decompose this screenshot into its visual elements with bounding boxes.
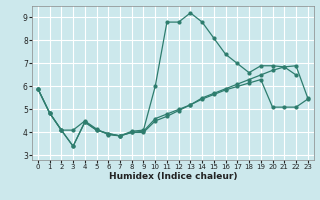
X-axis label: Humidex (Indice chaleur): Humidex (Indice chaleur) [108,172,237,181]
